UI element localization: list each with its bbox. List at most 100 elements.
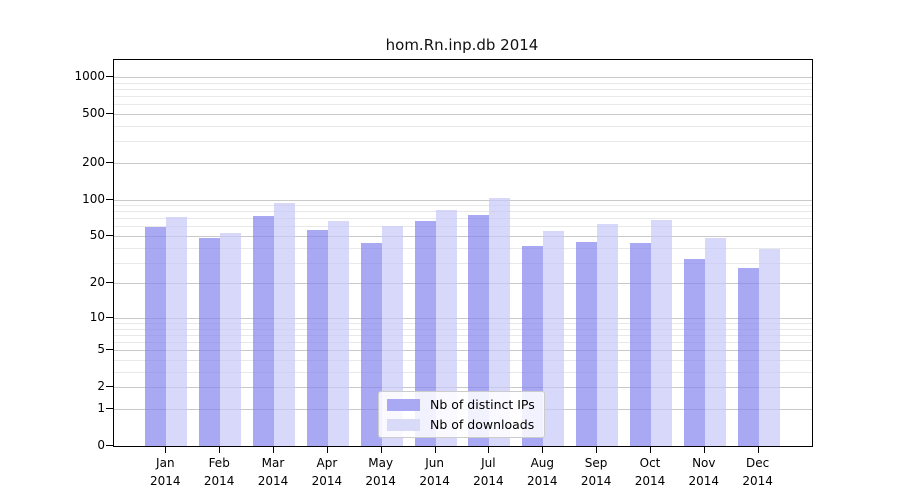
bar-dec-downloads (758, 248, 780, 446)
gridline-minor (114, 323, 812, 324)
y-tick-label: 1 (97, 401, 105, 415)
gridline-major (114, 387, 812, 389)
y-tick-mark (106, 198, 113, 200)
bar-aug-downloads (543, 231, 565, 446)
y-tick-mark (106, 408, 113, 409)
x-tick-label-oct: Oct 2014 (634, 456, 666, 488)
plot-area (113, 59, 813, 447)
y-tick-mark (106, 235, 113, 236)
y-tick-label: 1000 (74, 68, 105, 83)
x-tick-mark (757, 447, 759, 453)
legend-swatch-downloads (387, 418, 420, 431)
x-tick-mark (380, 447, 382, 453)
chart-title: hom.Rn.inp.db 2014 (385, 36, 539, 54)
gridline-major (114, 350, 812, 352)
x-tick-mark (219, 447, 221, 453)
gridline-minor (114, 247, 812, 249)
x-tick-mark (488, 447, 490, 453)
bar-jan-downloads (166, 216, 188, 446)
gridline-minor (114, 226, 812, 228)
legend: Nb of distinct IPs Nb of downloads (378, 391, 545, 438)
x-tick-mark (650, 447, 651, 453)
gridline-major (114, 317, 812, 319)
bar-mar-distinct-ips (253, 216, 274, 446)
x-tick-label-jul: Jul 2014 (473, 456, 504, 488)
bar-jan-distinct-ips (145, 227, 167, 446)
bar-sep-downloads (597, 223, 619, 446)
bar-may-downloads (381, 225, 403, 446)
bar-jun-distinct-ips (414, 221, 436, 446)
gridline-major (114, 76, 812, 78)
bar-may-distinct-ips (360, 242, 382, 446)
bar-dec-distinct-ips (737, 268, 759, 446)
bar-mar-downloads (274, 202, 295, 446)
gridline-minor (114, 218, 812, 220)
gridline-minor (114, 342, 812, 343)
y-tick-mark (106, 112, 113, 114)
x-tick-label-feb: Feb 2014 (203, 456, 235, 488)
legend-item: Nb of distinct IPs (387, 397, 536, 412)
gridline-minor (114, 88, 812, 90)
y-tick-label: 0 (97, 438, 105, 452)
x-tick-label-apr: Apr 2014 (311, 456, 343, 488)
y-tick-label: 100 (82, 191, 105, 206)
x-tick-label-aug: Aug 2014 (527, 456, 558, 488)
y-tick-label: 20 (89, 275, 105, 290)
gridline-major (114, 113, 812, 115)
gridline-major (114, 199, 812, 201)
x-tick-label-jan: Jan 2014 (150, 456, 181, 488)
y-tick-mark (106, 316, 113, 318)
gridline-minor (114, 96, 812, 97)
gridline-minor (114, 104, 812, 106)
gridline-minor (114, 211, 812, 213)
x-tick-mark (703, 447, 705, 453)
y-tick-mark (106, 282, 113, 284)
x-tick-label-may: May 2014 (365, 456, 396, 488)
gridline-minor (114, 125, 812, 127)
bar-apr-downloads (327, 221, 349, 446)
bar-feb-distinct-ips (199, 238, 221, 446)
legend-swatch-distinct-ips (387, 398, 420, 411)
bar-jul-distinct-ips (468, 214, 490, 446)
legend-label: Nb of downloads (430, 417, 535, 432)
x-tick-mark (273, 447, 274, 453)
y-tick-mark (106, 349, 113, 351)
x-tick-mark (542, 447, 544, 453)
gridline-minor (114, 328, 812, 330)
x-tick-label-nov: Nov 2014 (688, 456, 720, 488)
gridline-major (114, 162, 812, 164)
gridline-minor (114, 334, 812, 336)
y-tick-mark (106, 386, 113, 388)
x-tick-mark (434, 447, 436, 453)
gridline-minor (114, 262, 812, 264)
gridline-minor (114, 371, 812, 373)
x-tick-label-jun: Jun 2014 (419, 456, 450, 488)
y-tick-label: 500 (82, 105, 105, 120)
bar-sep-distinct-ips (576, 241, 598, 446)
x-tick-mark (326, 447, 328, 453)
legend-item: Nb of downloads (387, 417, 536, 432)
bar-oct-distinct-ips (630, 242, 651, 446)
x-tick-mark (596, 447, 598, 453)
x-tick-label-dec: Dec 2014 (742, 456, 773, 488)
bar-jul-downloads (489, 197, 511, 446)
y-tick-label: 5 (97, 342, 105, 357)
bar-feb-downloads (220, 232, 242, 446)
gridline-major (114, 283, 812, 285)
gridline-minor (114, 141, 812, 143)
bar-nov-downloads (704, 238, 726, 446)
gridline-minor (114, 360, 812, 361)
y-tick-label: 50 (89, 228, 105, 242)
y-tick-mark (106, 445, 113, 446)
y-tick-label: 10 (89, 309, 105, 324)
x-tick-label-mar: Mar 2014 (257, 456, 289, 488)
bar-apr-distinct-ips (306, 230, 328, 446)
y-tick-mark (106, 161, 113, 163)
x-tick-mark (165, 447, 167, 453)
y-tick-label: 200 (82, 154, 105, 169)
y-tick-label: 2 (97, 379, 105, 394)
gridline-major (114, 236, 812, 237)
y-tick-mark (106, 75, 113, 77)
x-tick-label-sep: Sep 2014 (580, 456, 612, 488)
